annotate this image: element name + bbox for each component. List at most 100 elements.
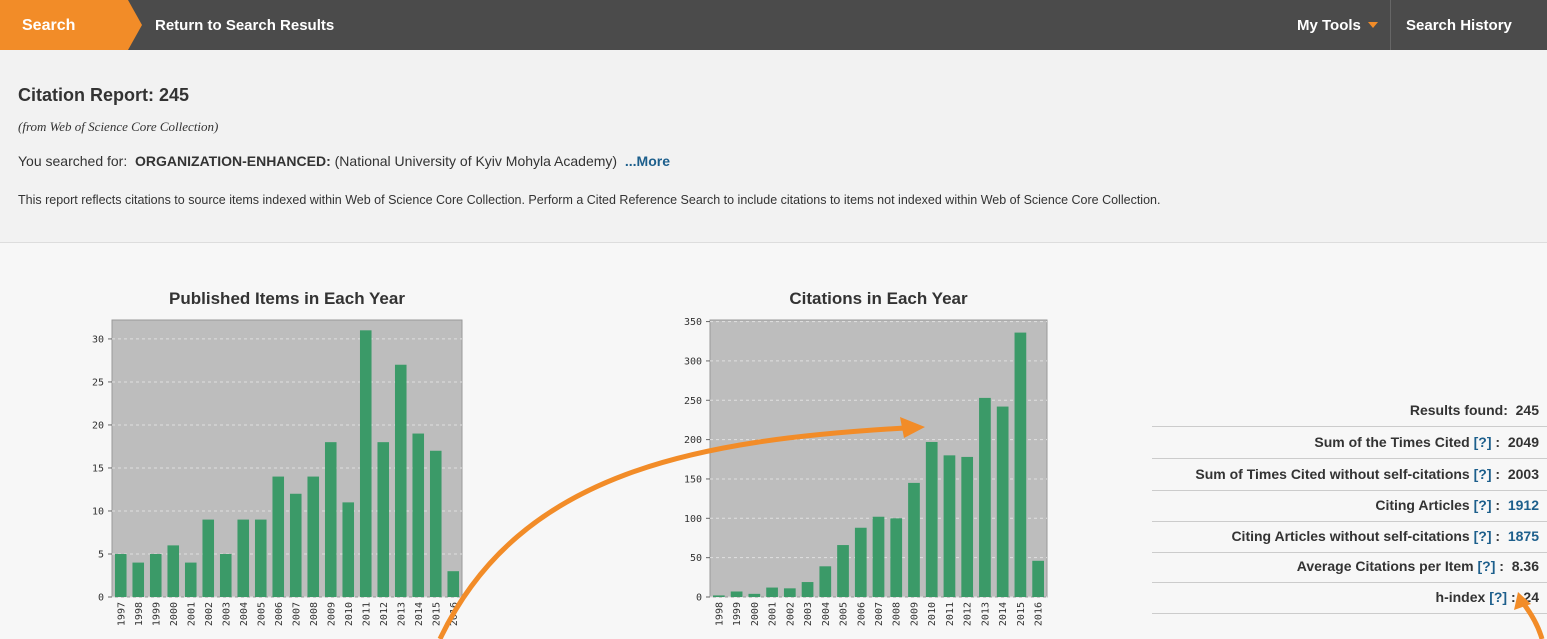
bar xyxy=(766,587,778,597)
bar xyxy=(272,476,285,597)
bar xyxy=(872,516,885,597)
bar xyxy=(377,442,390,597)
search-query: (National University of Kyiv Mohyla Acad… xyxy=(334,153,618,169)
stat-value[interactable]: 1912 xyxy=(1507,497,1539,513)
stat-value: 8.36 xyxy=(1511,558,1539,574)
x-tick-label: 1997 xyxy=(116,602,127,626)
stat-separator: : xyxy=(1495,434,1501,450)
bar xyxy=(730,591,743,597)
x-tick-label: 2014 xyxy=(998,602,1009,626)
stat-row: Citing Articles without self-citations [… xyxy=(1231,528,1539,544)
x-tick-label: 2009 xyxy=(326,602,337,626)
x-tick-label: 1998 xyxy=(714,602,725,626)
y-tick-label: 30 xyxy=(92,334,104,345)
help-link[interactable]: [?] xyxy=(1477,558,1496,574)
x-tick-label: 2000 xyxy=(750,602,761,626)
nav-divider xyxy=(1390,0,1391,50)
bar xyxy=(943,455,956,597)
stat-label: h-index xyxy=(1435,589,1486,605)
more-link[interactable]: ...More xyxy=(624,153,670,169)
stat-row: Sum of the Times Cited [?] : 2049 xyxy=(1314,434,1539,450)
bar xyxy=(132,562,145,597)
bar xyxy=(925,441,938,597)
x-tick-label: 2007 xyxy=(874,602,885,626)
search-history[interactable]: Search History xyxy=(1406,17,1512,34)
x-tick-label: 2015 xyxy=(431,602,442,626)
y-tick-label: 250 xyxy=(684,396,702,407)
report-note: This report reflects citations to source… xyxy=(18,193,1161,207)
dropdown-caret xyxy=(1368,22,1378,28)
stat-value: 24 xyxy=(1523,589,1539,605)
stat-row: h-index [?] : 24 xyxy=(1436,589,1539,605)
bar xyxy=(447,571,460,597)
bar xyxy=(149,553,162,597)
x-tick-label: 2012 xyxy=(963,602,974,626)
x-tick-label: 2008 xyxy=(892,602,903,626)
row-rule xyxy=(1152,552,1547,553)
x-tick-label: 2005 xyxy=(839,602,850,626)
row-rule xyxy=(1152,521,1547,522)
bar xyxy=(1032,560,1044,597)
y-tick-label: 15 xyxy=(92,463,104,474)
bar xyxy=(783,588,796,597)
bar xyxy=(237,519,250,597)
x-tick-label: 1999 xyxy=(151,602,162,626)
bar xyxy=(342,502,355,597)
bar xyxy=(854,527,867,597)
x-tick-label: 2010 xyxy=(927,602,938,626)
nav-bar: Search Return to Search Results My Tools… xyxy=(0,0,1547,50)
y-tick-label: 0 xyxy=(98,593,104,604)
bar xyxy=(961,456,974,597)
stat-row: Average Citations per Item [?] : 8.36 xyxy=(1297,558,1539,574)
separator xyxy=(0,242,1547,243)
stat-value[interactable]: 1875 xyxy=(1507,528,1539,544)
help-link[interactable]: [?] xyxy=(1473,528,1492,544)
bar xyxy=(359,330,372,597)
stat-label: Sum of Times Cited without self-citation… xyxy=(1195,466,1470,482)
report-title: Citation Report: 245 xyxy=(18,85,190,105)
x-tick-label: 2002 xyxy=(204,602,215,626)
x-tick-label: 2003 xyxy=(221,602,232,626)
search-tab[interactable] xyxy=(0,0,150,50)
return-link[interactable]: Return to Search Results xyxy=(155,17,335,34)
help-link[interactable]: [?] xyxy=(1489,589,1508,605)
bar xyxy=(289,493,302,597)
bar xyxy=(1014,332,1027,597)
bar xyxy=(908,482,920,597)
help-link[interactable]: [?] xyxy=(1473,497,1492,513)
stat-separator: : xyxy=(1495,528,1501,544)
searched-label: You searched for: xyxy=(18,153,128,169)
help-link[interactable]: [?] xyxy=(1473,466,1492,482)
x-tick-label: 2011 xyxy=(361,602,372,626)
help-link[interactable]: [?] xyxy=(1473,434,1492,450)
chart-title: Citations in Each Year xyxy=(789,289,968,308)
my-tools[interactable]: My Tools xyxy=(1297,17,1361,34)
x-tick-label: 2014 xyxy=(414,602,425,626)
x-tick-label: 2005 xyxy=(256,602,267,626)
y-tick-label: 20 xyxy=(92,420,104,431)
stat-separator: : xyxy=(1510,589,1516,605)
x-tick-label: 2004 xyxy=(821,602,832,626)
stat-value: 2049 xyxy=(1507,434,1539,450)
search-tab-label[interactable]: Search xyxy=(22,17,76,34)
x-tick-label: 2009 xyxy=(909,602,920,626)
stat-value: 245 xyxy=(1515,402,1539,418)
x-tick-label: 2007 xyxy=(291,602,302,626)
y-tick-label: 150 xyxy=(684,474,702,485)
y-tick-label: 10 xyxy=(92,506,104,517)
x-tick-label: 2013 xyxy=(396,602,407,626)
x-tick-label: 2006 xyxy=(856,602,867,626)
stat-label: Citing Articles xyxy=(1375,497,1470,513)
y-tick-label: 300 xyxy=(684,356,702,367)
plot-area xyxy=(111,319,463,598)
y-tick-label: 5 xyxy=(98,549,104,560)
bar xyxy=(979,397,991,597)
stat-value: 2003 xyxy=(1507,466,1539,482)
y-tick-label: 350 xyxy=(684,317,702,328)
x-tick-label: 2015 xyxy=(1016,602,1027,626)
bar xyxy=(713,595,725,597)
bar xyxy=(114,553,127,597)
x-tick-label: 2011 xyxy=(945,602,956,626)
x-tick-label: 2001 xyxy=(768,602,779,626)
